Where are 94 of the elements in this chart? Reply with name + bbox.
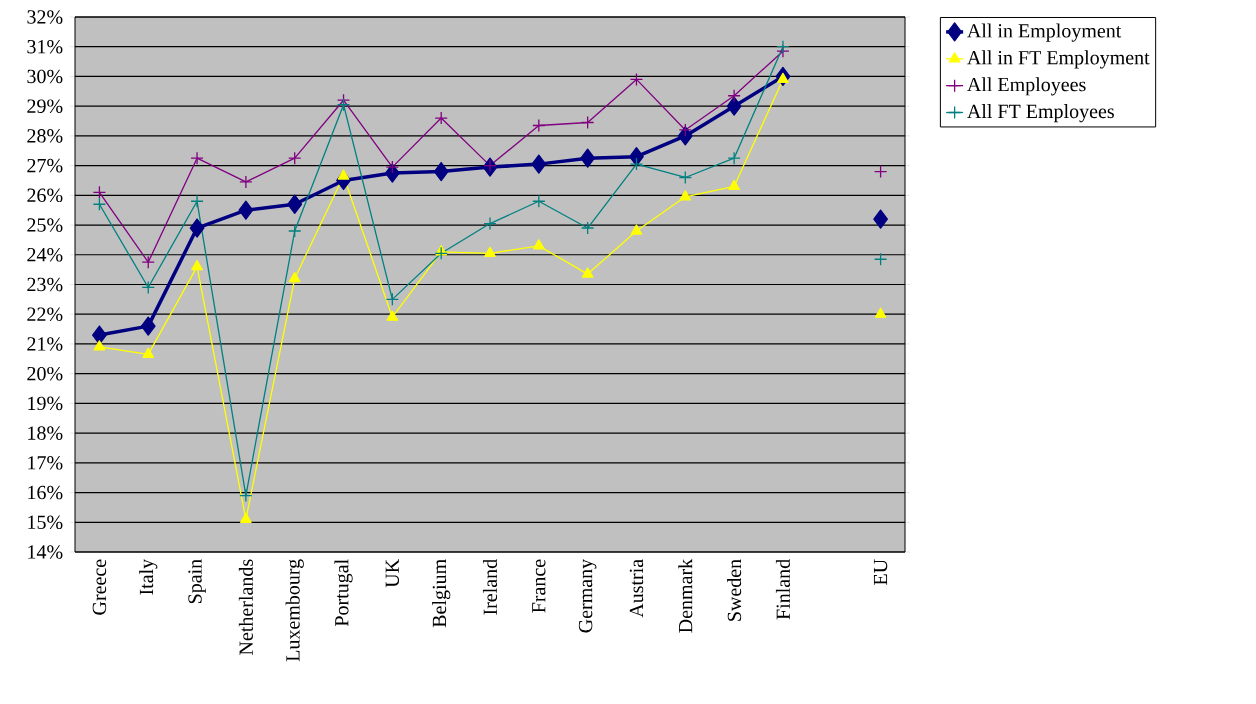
point [142, 347, 155, 358]
x-tick-label: Ireland [482, 559, 498, 615]
x-tick-label: Belgium [432, 559, 451, 628]
point [287, 194, 303, 214]
point [434, 111, 448, 125]
x-tick-label: Denmark [678, 558, 693, 633]
point [191, 260, 203, 271]
x-tick-label: Spain [188, 559, 206, 604]
point [190, 194, 204, 208]
x-tick-label: UK [385, 559, 400, 588]
x-tick-label: Finland [775, 559, 790, 620]
y-tick-label: 20% [27, 366, 63, 381]
y-tick-label: 26% [27, 188, 63, 203]
point [433, 161, 449, 182]
point [726, 96, 742, 116]
point [532, 194, 546, 208]
point [728, 179, 740, 191]
point [629, 157, 644, 171]
point [531, 154, 547, 174]
point [679, 190, 692, 201]
y-tick-label: 17% [28, 456, 63, 470]
point [581, 267, 594, 278]
point [385, 160, 400, 174]
point [189, 218, 205, 238]
y-tick-label: 23% [27, 277, 63, 292]
y-tick-label: 21% [27, 337, 63, 351]
y-tick-label: 32% [27, 10, 63, 24]
point [532, 118, 546, 133]
point [581, 221, 595, 235]
y-tick-label: 16% [28, 485, 63, 500]
point [92, 325, 107, 345]
point [484, 246, 496, 257]
point [93, 340, 106, 351]
point [630, 224, 643, 235]
point [483, 216, 497, 231]
point [239, 488, 253, 503]
legend-label: All in FT Employment [967, 50, 1150, 69]
point [873, 209, 888, 229]
point [240, 512, 252, 523]
point [678, 123, 692, 137]
point [140, 316, 156, 336]
legend-label: All FT Employees [967, 104, 1114, 123]
point [581, 115, 595, 130]
point [288, 271, 301, 283]
point [239, 175, 253, 189]
point [434, 246, 448, 260]
point [386, 310, 399, 321]
point [337, 169, 350, 180]
point [727, 151, 741, 165]
x-tick-label: Austria [629, 559, 644, 618]
point [288, 224, 302, 238]
point [874, 307, 887, 318]
x-tick-label: Germany [578, 558, 597, 633]
legend-label: All Employees [967, 77, 1086, 96]
point [385, 292, 400, 307]
y-tick-label: 27% [27, 158, 63, 173]
point [190, 151, 204, 165]
x-tick-label: EU [873, 559, 888, 585]
point [727, 89, 741, 103]
y-tick-label: 30% [27, 69, 63, 84]
point [777, 72, 789, 84]
x-tick-label: Netherlands [238, 559, 253, 655]
point [580, 148, 596, 168]
y-tick-label: 14% [28, 545, 63, 559]
y-tick-label: 29% [27, 99, 63, 113]
point [92, 185, 107, 200]
x-tick-label: Sweden [727, 559, 742, 621]
x-tick-label: Italy [139, 558, 158, 595]
y-tick-label: 28% [27, 129, 63, 143]
y-tick-label: 25% [27, 218, 63, 232]
point [336, 98, 351, 112]
point [141, 280, 155, 295]
point [532, 239, 545, 250]
x-tick-label: Luxembourg [285, 559, 304, 662]
y-tick-label: 24% [27, 248, 63, 262]
x-tick-label: Portugal [334, 559, 353, 627]
y-tick-label: 31% [27, 39, 63, 54]
x-tick-label: Greece [92, 559, 107, 615]
y-tick-label: 15% [28, 515, 63, 530]
point [629, 72, 644, 87]
point [141, 255, 155, 269]
point [873, 164, 888, 179]
point [92, 197, 107, 211]
point [776, 40, 790, 54]
y-tick-label: 19% [28, 396, 63, 411]
x-tick-label: France [532, 559, 546, 613]
y-tick-label: 22% [27, 307, 63, 321]
point [483, 158, 497, 173]
y-tick-label: 18% [28, 426, 63, 440]
point [678, 170, 692, 185]
point [238, 200, 254, 220]
legend-label: All in Employment [967, 23, 1122, 42]
point [288, 151, 302, 165]
point [873, 252, 888, 266]
